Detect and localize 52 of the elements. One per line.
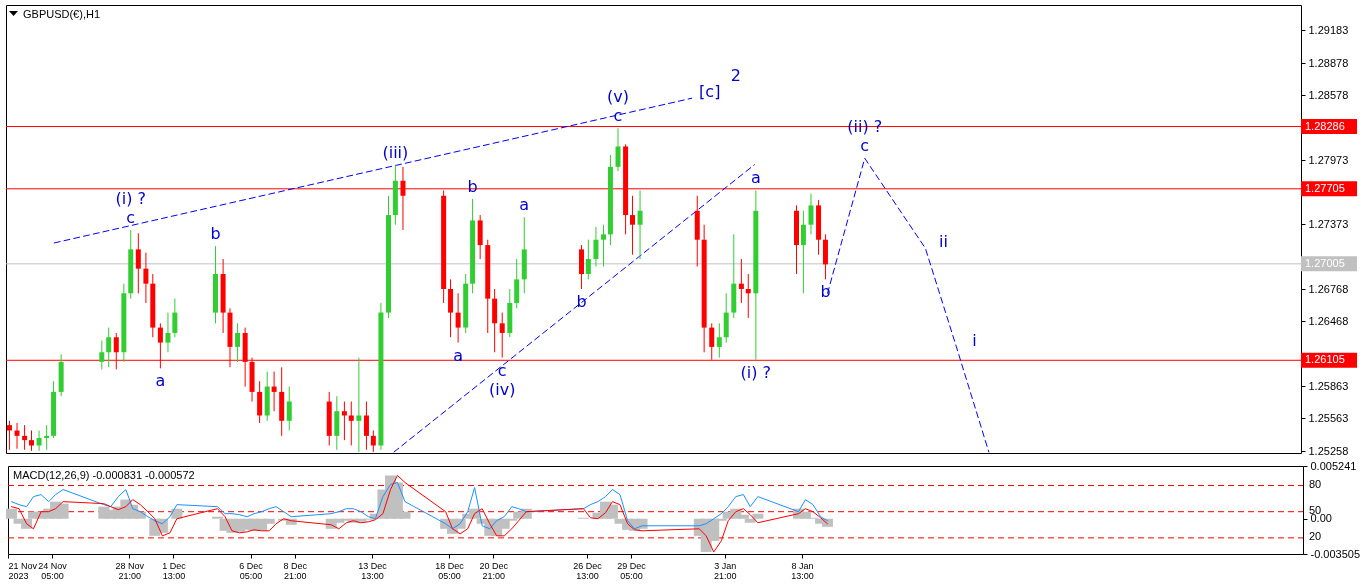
y-tick-label: 1.26768 — [1308, 282, 1349, 295]
x-tick-label: 13 Dec 13:00 — [358, 560, 388, 581]
annotation: c — [860, 136, 870, 156]
y-tick-label: 1.25863 — [1308, 379, 1349, 392]
annotation: c — [613, 106, 623, 126]
x-tick-label: 29 Dec 05:00 — [617, 560, 647, 581]
annotation: c — [497, 360, 507, 380]
annotation: i — [972, 330, 977, 350]
annotation: (iv) — [489, 379, 516, 399]
annotation: a — [155, 371, 166, 391]
annotation: [c] — [699, 82, 721, 102]
y-tick-label: 1.25258 — [1308, 444, 1349, 457]
annotation: (v) — [607, 87, 629, 107]
ref-line-label: 1.26105 — [1305, 353, 1345, 366]
x-tick-label: 26 Dec 13:00 — [573, 560, 603, 581]
chart-title: MACD(12,26,9) -0.000831 -0.000572 — [13, 469, 195, 481]
x-tick-label: 28 Nov 21:00 — [115, 560, 145, 581]
x-tick-label: 24 Nov 05:00 — [38, 560, 68, 581]
y-tick-label: 1.28878 — [1308, 56, 1349, 69]
ref-line-label: 1.27005 — [1305, 256, 1345, 269]
annotation: b — [210, 224, 221, 244]
y-tick-label: 1.28578 — [1308, 88, 1349, 101]
annotation: (i) ? — [740, 362, 772, 382]
y-tick-label: 1.25563 — [1308, 411, 1349, 424]
ref-line-label: 20 — [1309, 529, 1322, 542]
annotation: (i) ? — [115, 189, 146, 209]
x-tick-label: 8 Jan 13:00 — [791, 560, 814, 581]
x-tick-label: 21 Nov 2023 — [8, 560, 38, 581]
annotation: a — [750, 168, 761, 188]
x-tick-label: 6 Dec 05:00 — [239, 560, 264, 581]
ref-line-label: 1.27705 — [1305, 181, 1345, 194]
x-tick-label: 20 Dec 21:00 — [479, 560, 509, 581]
annotation: a — [453, 345, 464, 365]
annotation: ii — [938, 232, 948, 252]
y-tick-label: 1.29183 — [1308, 23, 1349, 36]
y-tick-label: -0.003505 — [1310, 547, 1361, 560]
x-tick-label: 1 Dec 13:00 — [162, 560, 187, 581]
y-tick-label: 1.27373 — [1308, 217, 1349, 230]
x-tick-label: 18 Dec 05:00 — [435, 560, 465, 581]
annotation: a — [519, 195, 530, 215]
y-tick-label: 0.005241 — [1310, 459, 1357, 472]
annotation: (iii) — [382, 142, 409, 162]
annotation: b — [820, 282, 831, 302]
y-tick-label: 1.27973 — [1308, 153, 1349, 166]
annotation: 2 — [730, 66, 741, 86]
ref-line-label: 80 — [1309, 477, 1322, 490]
annotation: c — [126, 208, 136, 228]
ref-line-label: 1.28286 — [1305, 119, 1345, 132]
y-tick-label: 1.26468 — [1308, 314, 1349, 327]
x-tick-label: 3 Jan 21:00 — [714, 560, 737, 581]
chart-title: GBPUSD(€),H1 — [23, 8, 101, 20]
x-tick-label: 8 Dec 21:00 — [283, 560, 308, 581]
